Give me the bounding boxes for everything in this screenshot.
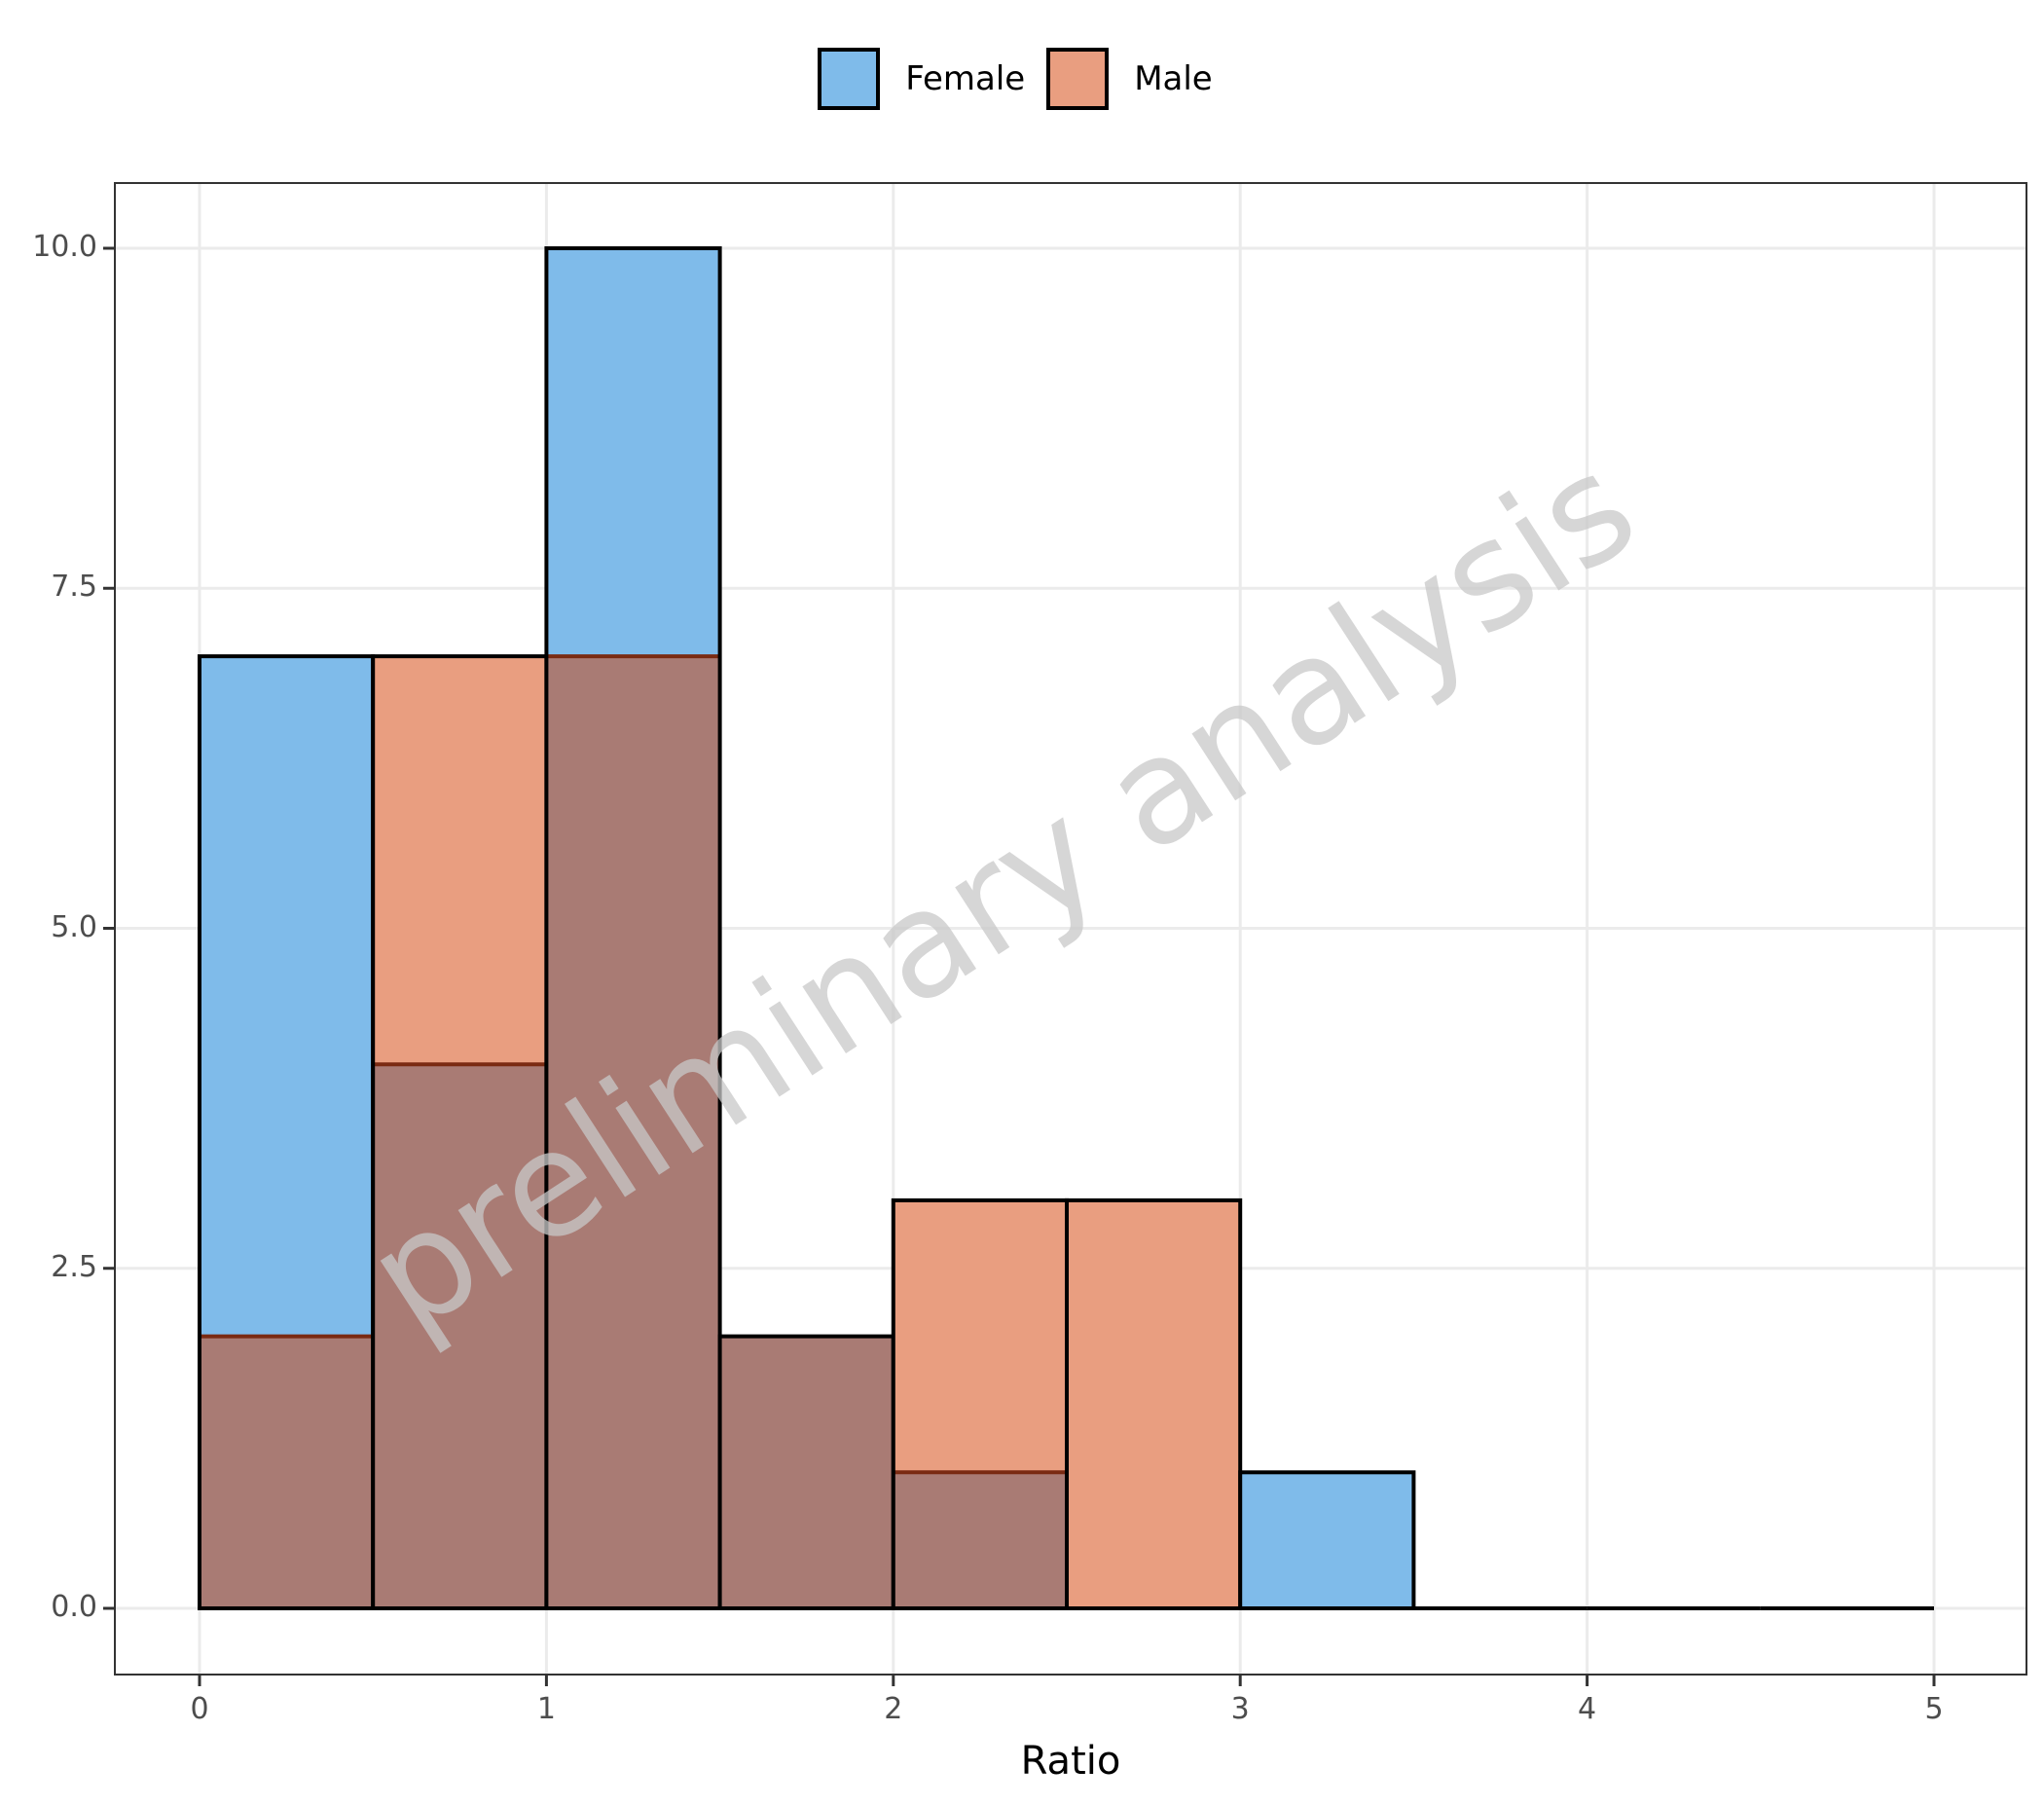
bar-male xyxy=(373,656,547,1065)
bar-female xyxy=(200,656,374,1337)
bar-overlap xyxy=(200,1336,374,1608)
axis-ticks xyxy=(103,246,1936,1686)
bar-male xyxy=(893,1199,1067,1473)
x-tick-label: 3 xyxy=(1230,1692,1250,1726)
bar-female xyxy=(546,248,720,657)
x-axis-title: Ratio xyxy=(1020,1739,1121,1784)
legend-label-male: Male xyxy=(1134,59,1213,98)
x-tick-label: 1 xyxy=(536,1692,556,1726)
y-tick-label: 0.0 xyxy=(51,1590,97,1624)
bar-male xyxy=(1067,1199,1241,1608)
x-tick-label: 0 xyxy=(190,1692,209,1726)
bar-female xyxy=(1240,1472,1414,1608)
legend-swatch-female xyxy=(818,48,881,110)
y-tick-label: 7.5 xyxy=(51,570,97,605)
legend-swatch-male xyxy=(1046,48,1110,110)
bar-overlap xyxy=(373,1064,547,1608)
x-tick-label: 4 xyxy=(1578,1692,1597,1726)
y-tick-label: 2.5 xyxy=(51,1249,97,1284)
x-tick-label: 2 xyxy=(884,1692,903,1726)
legend-label-female: Female xyxy=(905,59,1026,98)
legend-item-male[interactable]: Male xyxy=(1046,48,1226,110)
bar-overlap xyxy=(893,1472,1067,1608)
bar-overlap xyxy=(719,1336,894,1608)
legend: Female Male xyxy=(0,45,2044,113)
x-tick-label: 5 xyxy=(1924,1692,1944,1726)
y-tick-label: 10.0 xyxy=(32,230,97,264)
y-tick-label: 5.0 xyxy=(51,909,97,944)
legend-item-female[interactable]: Female xyxy=(818,48,1039,110)
bar-overlap xyxy=(546,656,720,1608)
histogram-bars xyxy=(198,246,1934,1611)
